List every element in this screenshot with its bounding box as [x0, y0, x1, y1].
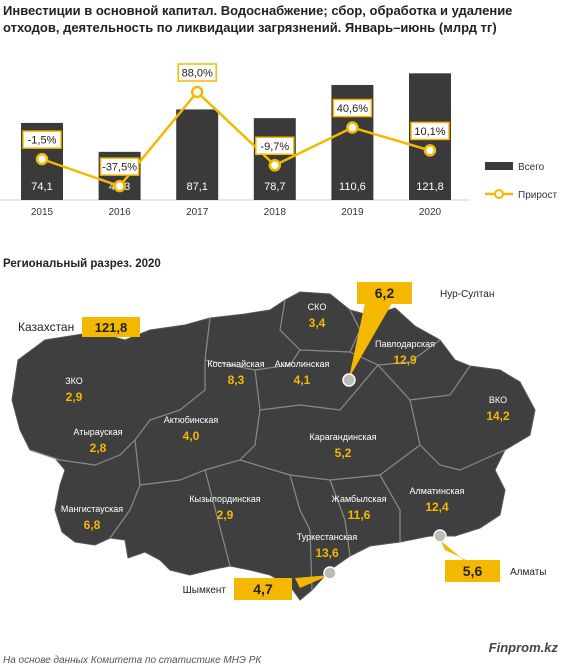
growth-point-2016: [113, 179, 126, 193]
region-value: 3,4: [309, 316, 326, 330]
growth-point-2018: [268, 159, 282, 172]
kazakhstan-value-box: [82, 317, 140, 337]
region-value: 13,6: [315, 546, 339, 560]
region-value: 2,8: [90, 441, 107, 455]
city-value-box: [445, 560, 500, 582]
kazakhstan-map: Казахстан 121,8 СКО 3,4 Костанайская 8,3 Акм…: [11, 282, 547, 601]
growth-label-2015: -1,5%: [28, 135, 57, 147]
region-labels: СКО 3,4 Костанайская 8,3 Акмолинская 4,1 Павло…: [61, 302, 510, 560]
region-label: Костанайская: [207, 359, 264, 369]
region-value: 12,4: [425, 500, 449, 514]
region-label: ЗКО: [65, 376, 83, 386]
city-value: 5,6: [463, 563, 483, 579]
city-label: Нур-Султан: [440, 289, 494, 300]
legend-marker-growth: [494, 189, 504, 199]
map-subtitle: Региональный разрез. 2020: [3, 258, 161, 270]
growth-label-box-2016: [99, 157, 140, 176]
nur-sultan-marker: [342, 373, 356, 387]
growth-label-2017: 88,0%: [182, 68, 213, 80]
watermark: Finprom.kz: [488, 640, 558, 655]
growth-label-box-2020: [410, 121, 450, 141]
growth-point-2019: [346, 121, 359, 134]
shymkent-marker: [323, 566, 337, 580]
growth-point-2017: [190, 85, 204, 99]
footer-source: На основе данных Комитета по статистике …: [3, 655, 262, 666]
region-label: Мангистауская: [61, 504, 123, 514]
region-value: 2,9: [66, 390, 83, 404]
growth-label-2016: -37,5%: [102, 162, 137, 174]
region-label: Туркестанская: [297, 532, 358, 542]
region-label: Жамбылская: [332, 494, 387, 504]
growth-line: [41, 90, 431, 188]
city-value-box: [357, 282, 412, 304]
region-label: Алматинская: [410, 486, 465, 496]
region-label: Актюбинская: [164, 415, 219, 425]
region-value: 4,0: [183, 429, 200, 443]
region-value: 12,9: [393, 353, 417, 367]
growth-label-box-2018: [255, 136, 295, 156]
x-tick-2017: 2017: [186, 207, 209, 218]
bar-label-2020: 121,8: [416, 181, 444, 193]
growth-point-2020: [423, 144, 437, 157]
region-value: 11,6: [348, 508, 371, 522]
x-tick-2015: 2015: [31, 207, 54, 218]
region-value: 6,8: [84, 518, 101, 532]
shymkent-pointer: [295, 575, 330, 588]
region-label: ВКО: [489, 395, 507, 405]
legend-swatch-total: [485, 162, 513, 170]
combo-chart: 74,1201546,3201687,1201778,72018110,6201…: [0, 63, 557, 218]
growth-label-box-2017: [177, 63, 217, 82]
growth-point-2015: [35, 152, 49, 166]
kazakhstan-label: Казахстан: [18, 320, 74, 334]
legend-label-growth: Прирост: [518, 190, 557, 201]
bar-2017: [176, 109, 219, 200]
x-tick-2020: 2020: [419, 207, 442, 218]
growth-label-2019: 40,6%: [337, 103, 368, 115]
bar-label-2015: 74,1: [31, 181, 52, 193]
bar-label-2017: 87,1: [186, 181, 207, 193]
city-value-box: [234, 578, 292, 600]
region-label: Карагандинская: [309, 432, 376, 442]
region-label: Павлодарская: [375, 339, 435, 349]
region-label: Атырауская: [73, 427, 122, 437]
legend-label-total: Всего: [518, 162, 545, 173]
city-value: 6,2: [375, 285, 395, 301]
city-labels: 6,2 Нур-Султан 5,6 Алматы 4,7 Шымкент: [183, 282, 547, 600]
region-borders: [29, 299, 506, 591]
city-label: Алматы: [510, 567, 547, 578]
growth-label-2018: -9,7%: [260, 141, 289, 153]
region-value: 8,3: [228, 373, 245, 387]
bar-label-2019: 110,6: [339, 181, 366, 193]
region-value: 2,9: [217, 508, 234, 522]
region-value: 14,2: [486, 409, 510, 423]
region-label: СКО: [308, 302, 327, 312]
kazakhstan-value: 121,8: [95, 320, 128, 335]
bar-label-2018: 78,7: [264, 181, 285, 193]
city-label: Шымкент: [183, 585, 227, 596]
almaty-pointer: [440, 540, 466, 562]
region-label: Акмолинская: [275, 359, 330, 369]
x-tick-2019: 2019: [341, 207, 364, 218]
nur-sultan-pointer: [349, 298, 395, 378]
map-land: [11, 291, 536, 601]
region-value: 4,1: [294, 373, 311, 387]
city-value: 4,7: [253, 581, 273, 597]
x-tick-2018: 2018: [264, 207, 287, 218]
growth-label-2020: 10,1%: [414, 126, 445, 138]
region-value: 5,2: [335, 446, 352, 460]
growth-label-box-2015: [22, 130, 62, 149]
region-label: Кызылординская: [189, 494, 260, 504]
chart-title: Инвестиции в основной капитал. Водоснабж…: [3, 3, 513, 35]
almaty-marker: [433, 529, 447, 543]
x-tick-2016: 2016: [108, 207, 131, 218]
growth-label-box-2019: [332, 98, 373, 118]
